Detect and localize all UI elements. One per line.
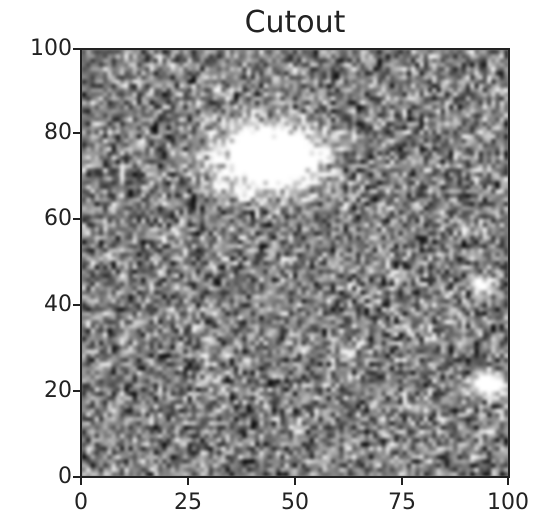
x-tick-label-50: 50 — [281, 490, 309, 515]
y-tick-mark-80 — [73, 132, 80, 134]
x-tick-label-75: 75 — [388, 490, 416, 515]
noise-image-canvas — [82, 50, 508, 476]
y-tick-label-100: 100 — [30, 36, 72, 61]
y-tick-label-0: 0 — [58, 464, 72, 489]
x-tick-mark-75 — [401, 478, 403, 485]
y-tick-mark-20 — [73, 390, 80, 392]
x-tick-mark-100 — [507, 478, 509, 485]
y-tick-label-60: 60 — [44, 206, 72, 231]
y-tick-mark-60 — [73, 218, 80, 220]
y-tick-label-40: 40 — [44, 292, 72, 317]
y-tick-mark-40 — [73, 304, 80, 306]
y-tick-label-20: 20 — [44, 378, 72, 403]
y-tick-mark-0 — [73, 476, 80, 478]
x-tick-mark-25 — [187, 478, 189, 485]
image-cutout — [80, 48, 510, 478]
x-tick-label-100: 100 — [487, 490, 529, 515]
x-tick-label-0: 0 — [74, 490, 88, 515]
y-tick-mark-100 — [73, 48, 80, 50]
y-tick-label-80: 80 — [44, 120, 72, 145]
plot-title: Cutout — [244, 5, 346, 40]
x-tick-label-25: 25 — [174, 490, 202, 515]
x-tick-mark-50 — [294, 478, 296, 485]
x-tick-mark-0 — [80, 478, 82, 485]
